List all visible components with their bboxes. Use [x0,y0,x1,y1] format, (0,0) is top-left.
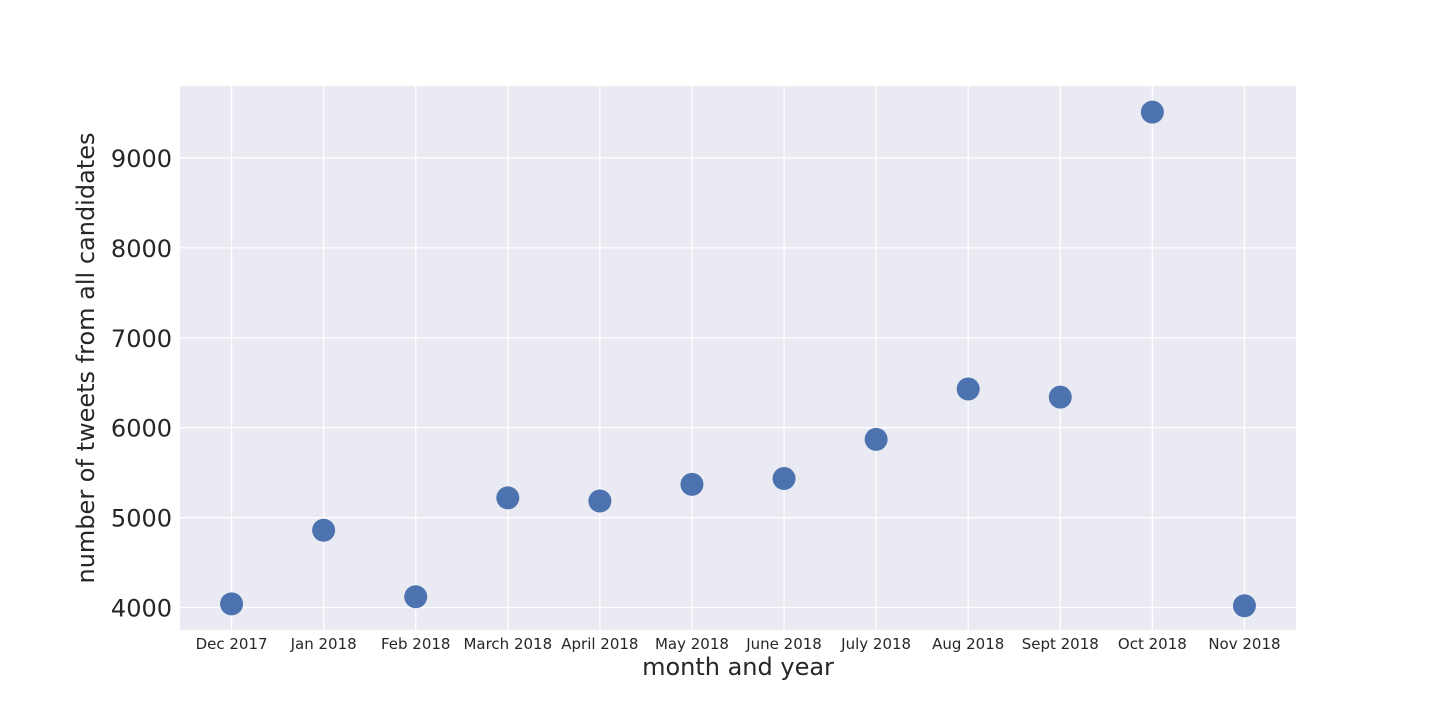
x-tick-label: Dec 2017 [196,635,268,653]
data-point [404,585,428,609]
data-point [956,377,980,401]
data-point [772,466,796,490]
x-tick-label: Sept 2018 [1022,635,1099,653]
y-tick-label: 7000 [111,325,172,353]
x-tick-label: March 2018 [463,635,552,653]
x-tick-label: Jan 2018 [290,635,357,653]
y-tick-label: 6000 [111,415,172,443]
data-point [864,427,888,451]
data-point [496,486,520,510]
x-tick-label: May 2018 [655,635,729,653]
y-tick-label: 9000 [111,145,172,173]
x-tick-label: Feb 2018 [381,635,451,653]
data-point [1232,594,1256,618]
x-tick-label: April 2018 [561,635,638,653]
x-tick-label: Nov 2018 [1208,635,1280,653]
data-point [220,592,244,616]
x-tick-label: June 2018 [745,635,822,653]
y-tick-label: 4000 [111,595,172,623]
x-tick-label: July 2018 [840,635,911,653]
data-point [1048,385,1072,409]
x-tick-label: Oct 2018 [1118,635,1187,653]
y-tick-label: 8000 [111,235,172,263]
data-point [1140,100,1164,124]
data-point [588,489,612,513]
plot-area [180,86,1296,630]
data-point [312,518,336,542]
x-axis-ticks: Dec 2017 Jan 2018 Feb 2018 March 2018 April … [196,635,1281,653]
grid-lines [180,86,1296,630]
x-axis-label: month and year [642,653,834,681]
y-axis-ticks: 4000 5000 6000 7000 8000 9000 [111,145,172,623]
y-axis-label: number of tweets from all candidates [72,133,100,584]
y-tick-label: 5000 [111,505,172,533]
x-tick-label: Aug 2018 [932,635,1004,653]
data-points [220,100,1256,618]
data-point [680,472,704,496]
